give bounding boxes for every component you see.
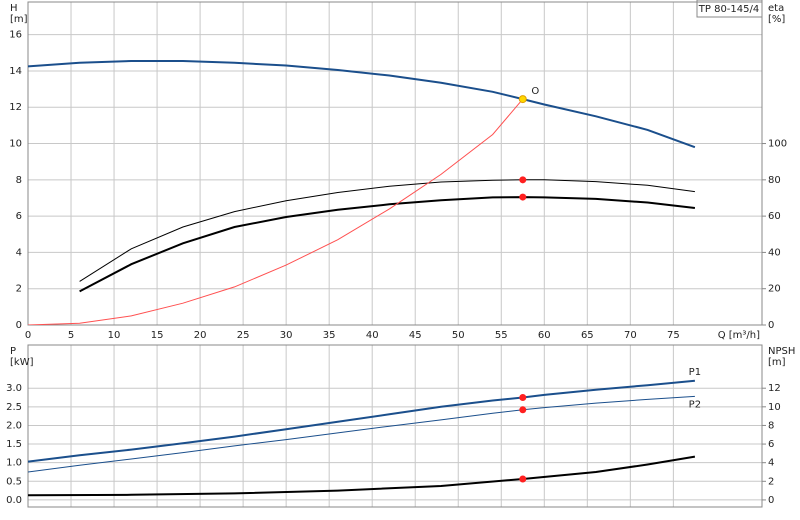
x-tick-label: 75 [667,330,680,341]
y-tick-label: 12 [9,102,22,113]
curve [28,98,524,325]
y2-tick-label: 8 [768,420,774,431]
operating-point [519,176,527,184]
y-tick-label: 0.5 [6,476,22,487]
y-tick-label: 0.0 [6,495,22,506]
y-axis-label: [kW] [10,357,34,368]
operating-point [519,193,527,201]
y2-tick-label: 80 [768,175,781,186]
y2-tick-label: 100 [768,139,787,150]
y-tick-label: 8 [16,175,22,186]
operating-point [519,406,527,414]
y2-axis-label: NPSH [768,346,795,357]
y-tick-label: 16 [9,30,22,41]
operating-point [519,394,527,402]
annotation: O [531,86,539,97]
x-tick-label: 40 [366,330,379,341]
y-tick-label: 0 [16,320,22,331]
y2-tick-label: 60 [768,211,781,222]
y-tick-label: 2.0 [6,420,22,431]
y-tick-label: 10 [9,139,22,150]
x-tick-label: 45 [409,330,422,341]
y2-tick-label: 6 [768,439,774,450]
y-tick-label: 2.5 [6,402,22,413]
curve [28,60,696,149]
x-axis-label: Q [m³/h] [718,330,760,341]
y-tick-label: 1.5 [6,439,22,450]
y2-axis-label: eta [768,3,784,14]
x-tick-label: 50 [452,330,465,341]
curve [28,455,696,497]
x-tick-label: 20 [194,330,207,341]
y2-tick-label: 20 [768,284,781,295]
y-tick-label: 3.0 [6,383,22,394]
y-tick-label: 2 [16,284,22,295]
y-axis-label: [m] [10,14,28,25]
x-tick-label: 0 [25,330,31,341]
y-tick-label: 4 [16,247,22,258]
x-tick-label: 25 [237,330,250,341]
y-tick-label: 1.0 [6,458,22,469]
x-tick-label: 10 [108,330,121,341]
y2-tick-label: 2 [768,476,774,487]
x-tick-label: 5 [68,330,74,341]
y-axis-label: H [10,3,18,14]
series-label: P1 [689,367,701,378]
x-tick-label: 55 [495,330,508,341]
y2-axis-label: [m] [768,357,786,368]
curve [28,379,695,463]
curve [28,395,695,473]
y2-tick-label: 40 [768,247,781,258]
title: TP 80-145/4 [698,4,759,15]
x-tick-label: 60 [538,330,551,341]
operating-point [518,95,527,104]
curve [79,196,696,293]
y2-tick-label: 0 [768,320,774,331]
x-tick-label: 70 [624,330,637,341]
y2-tick-label: 0 [768,495,774,506]
x-tick-label: 65 [581,330,594,341]
y-tick-label: 14 [9,66,22,77]
plot-frame [27,344,763,508]
y2-tick-label: 4 [768,458,774,469]
x-tick-label: 15 [151,330,164,341]
series-label: P2 [689,399,701,410]
x-tick-label: 35 [323,330,336,341]
y2-tick-label: 10 [768,402,781,413]
y-axis-label: P [10,346,16,357]
y-tick-label: 6 [16,211,22,222]
y2-axis-label: [%] [768,14,785,25]
y2-tick-label: 12 [768,383,781,394]
curve [79,179,695,282]
operating-point [519,475,527,483]
x-tick-label: 30 [280,330,293,341]
plot-frame [27,1,763,326]
